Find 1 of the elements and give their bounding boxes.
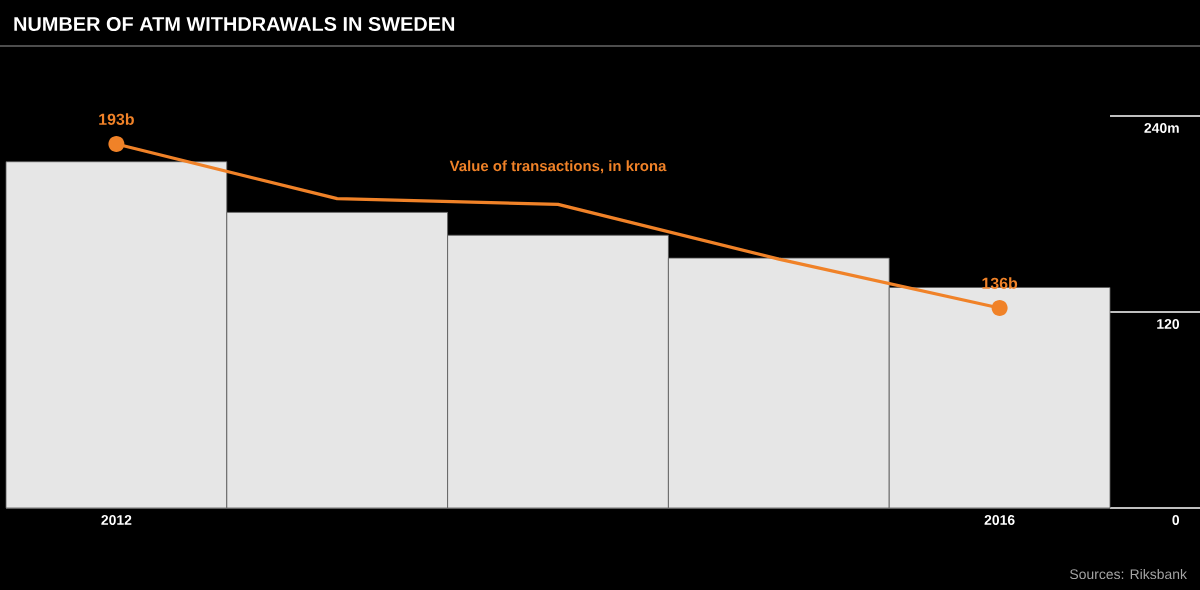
chart-title: NUMBER OF ATM WITHDRAWALS IN SWEDEN bbox=[14, 16, 455, 32]
